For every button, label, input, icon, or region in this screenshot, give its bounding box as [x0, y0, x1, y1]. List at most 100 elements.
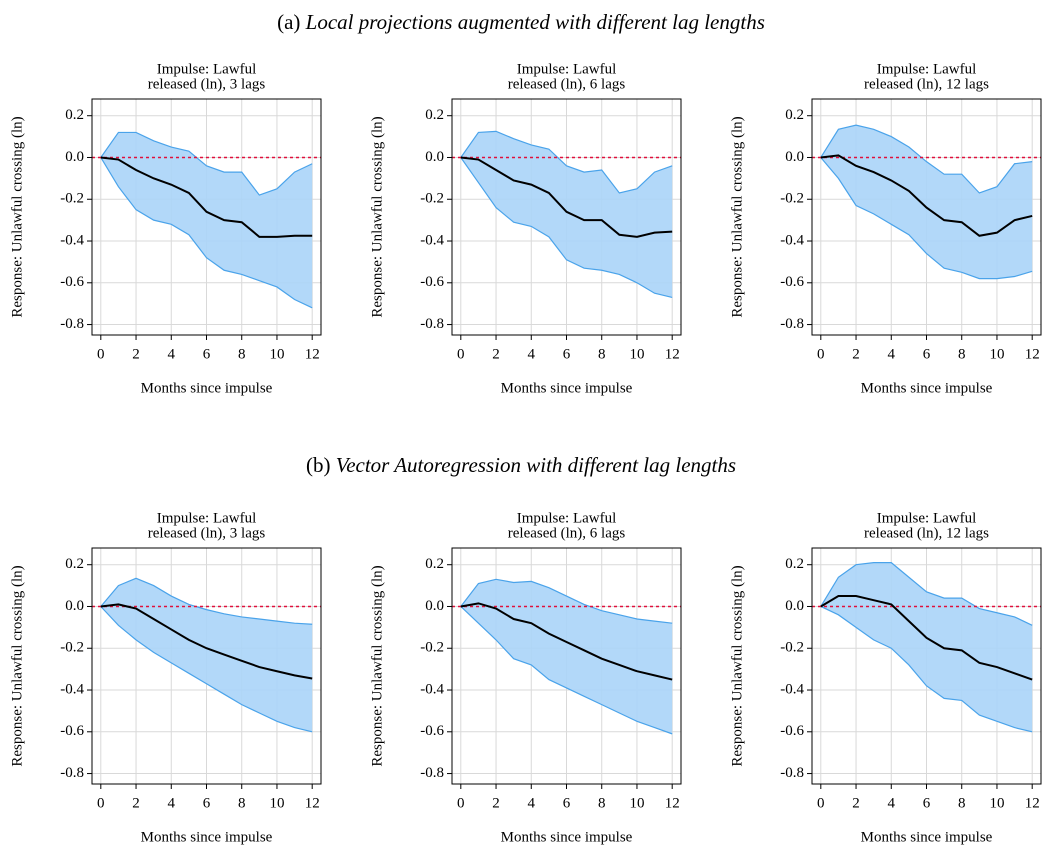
lower-bound	[460, 157, 673, 298]
estimate-line	[820, 595, 1033, 681]
y-tick-label: 0.2	[425, 107, 444, 123]
y-tick-label: -0.8	[780, 765, 804, 781]
y-tick-label: 0.2	[785, 107, 804, 123]
x-tick-label: 4	[168, 795, 176, 811]
x-tick-label: 12	[1025, 795, 1040, 811]
confidence-band	[100, 132, 313, 308]
panel-title: released (ln), 12 lags	[864, 76, 989, 92]
y-tick-label: 0.0	[65, 149, 84, 165]
x-tick-label: 10	[269, 346, 284, 362]
x-tick-label: 0	[817, 795, 825, 811]
panel-title: released (ln), 6 lags	[508, 525, 626, 541]
y-tick-label: -0.4	[60, 681, 84, 697]
x-tick-label: 0	[97, 795, 105, 811]
lower-bound	[820, 157, 1033, 280]
panel-title: Impulse: Lawful	[157, 61, 257, 77]
y-tick-label: 0.0	[785, 149, 804, 165]
y-tick-label: -0.4	[420, 232, 444, 248]
x-tick-label: 0	[817, 346, 825, 362]
y-tick-label: 0.2	[65, 556, 84, 572]
x-tick-label: 4	[168, 346, 176, 362]
plot-frame	[91, 98, 322, 336]
estimate-line	[820, 154, 1033, 237]
y-tick-label: 0.0	[425, 598, 444, 614]
lower-bound	[460, 606, 673, 735]
confidence-band	[460, 131, 673, 298]
x-tick-label: 2	[852, 795, 860, 811]
x-axis-label: Months since impulse	[141, 829, 273, 845]
upper-bound	[820, 562, 1033, 626]
panel: -0.8 -0.6 -0.4 -0.2 0.0 0.2 0 2 4 6 8 10 12 Impulse: …	[9, 510, 322, 845]
x-tick-label: 0	[457, 795, 465, 811]
section-title: (b) Vector Autoregression with different…	[306, 453, 736, 477]
upper-bound	[100, 577, 313, 625]
y-tick-label: 0.2	[425, 556, 444, 572]
panel: -0.8 -0.6 -0.4 -0.2 0.0 0.2 0 2 4 6 8 10 12 Impulse: …	[9, 61, 322, 396]
plot-frame	[451, 98, 682, 336]
y-tick-label: -0.6	[60, 274, 84, 290]
x-axis-label: Months since impulse	[861, 829, 993, 845]
x-axis-label: Months since impulse	[501, 380, 633, 396]
y-axis-label: Response: Unlawful crossing (ln)	[369, 116, 385, 317]
panel-title: Impulse: Lawful	[517, 510, 617, 526]
panel: -0.8 -0.6 -0.4 -0.2 0.0 0.2 0 2 4 6 8 10 12 Impulse: …	[729, 510, 1042, 845]
confidence-band	[100, 578, 313, 732]
x-tick-label: 12	[665, 346, 680, 362]
section-label: (a)	[277, 10, 300, 34]
x-tick-label: 6	[563, 795, 571, 811]
x-tick-label: 8	[598, 795, 606, 811]
x-tick-label: 2	[852, 346, 860, 362]
x-tick-label: 6	[923, 795, 931, 811]
y-tick-label: 0.0	[65, 598, 84, 614]
y-tick-label: -0.2	[420, 191, 444, 207]
x-tick-label: 8	[958, 346, 966, 362]
panel-title: Impulse: Lawful	[157, 510, 257, 526]
x-tick-label: 4	[528, 795, 536, 811]
panel-title: released (ln), 3 lags	[148, 76, 266, 92]
estimate-line	[100, 603, 313, 680]
x-tick-label: 6	[203, 346, 211, 362]
x-tick-label: 6	[923, 346, 931, 362]
x-tick-label: 8	[238, 346, 246, 362]
y-axis-label: Response: Unlawful crossing (ln)	[729, 565, 745, 766]
x-tick-label: 0	[97, 346, 105, 362]
y-tick-label: -0.8	[60, 316, 84, 332]
lower-bound	[100, 606, 313, 733]
x-axis-label: Months since impulse	[861, 380, 993, 396]
y-axis-label: Response: Unlawful crossing (ln)	[369, 565, 385, 766]
y-tick-label: -0.4	[420, 681, 444, 697]
x-tick-label: 8	[598, 346, 606, 362]
upper-bound	[100, 131, 313, 196]
y-axis-label: Response: Unlawful crossing (ln)	[729, 116, 745, 317]
y-tick-label: 0.0	[785, 598, 804, 614]
y-tick-label: -0.8	[60, 765, 84, 781]
upper-bound	[820, 124, 1033, 194]
panel-title: Impulse: Lawful	[877, 510, 977, 526]
x-tick-label: 6	[203, 795, 211, 811]
y-tick-label: -0.4	[60, 232, 84, 248]
panel-title: released (ln), 12 lags	[864, 525, 989, 541]
section-text: Local projections augmented with differe…	[305, 10, 765, 34]
plot-frame	[91, 547, 322, 785]
panel-title: Impulse: Lawful	[877, 61, 977, 77]
y-tick-label: -0.4	[780, 232, 804, 248]
panel-title: Impulse: Lawful	[517, 61, 617, 77]
x-tick-label: 8	[238, 795, 246, 811]
x-tick-label: 4	[888, 346, 896, 362]
x-tick-label: 10	[629, 346, 644, 362]
x-tick-label: 10	[269, 795, 284, 811]
plot-frame	[451, 547, 682, 785]
x-tick-label: 10	[629, 795, 644, 811]
x-tick-label: 4	[528, 346, 536, 362]
panel: -0.8 -0.6 -0.4 -0.2 0.0 0.2 0 2 4 6 8 10 12 Impulse: …	[369, 61, 682, 396]
y-tick-label: -0.8	[780, 316, 804, 332]
x-tick-label: 4	[888, 795, 896, 811]
x-tick-label: 12	[1025, 346, 1040, 362]
plot-frame	[811, 547, 1042, 785]
upper-bound	[460, 578, 673, 624]
confidence-band	[820, 125, 1033, 279]
y-tick-label: -0.6	[420, 723, 444, 739]
x-axis-label: Months since impulse	[141, 380, 273, 396]
x-tick-label: 2	[132, 346, 140, 362]
